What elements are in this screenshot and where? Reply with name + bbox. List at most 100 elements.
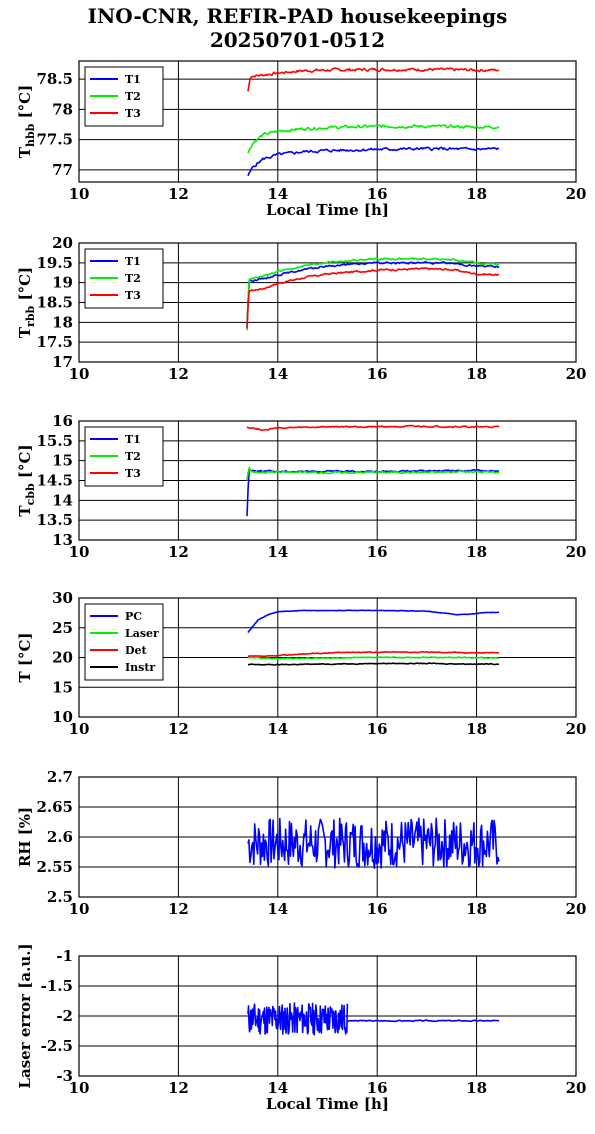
x-tick-label: 14 — [267, 900, 288, 918]
legend-label: T2 — [125, 450, 141, 463]
x-tick-label: 18 — [466, 900, 487, 918]
y-tick-label: 25 — [52, 619, 73, 637]
x-tick-label: 16 — [367, 1079, 388, 1097]
x-tick-label: 20 — [566, 185, 587, 203]
series-line-data — [347, 1019, 500, 1023]
plot-frame — [78, 955, 577, 1077]
y-tick-label: 2.65 — [36, 798, 73, 816]
plot-frame — [78, 776, 577, 898]
series-line-t2 — [246, 257, 500, 331]
y-tick-label: 78 — [52, 100, 73, 118]
y-axis-label: Tcbb [°C] — [16, 444, 37, 516]
y-axis-label: Laser error [a.u.] — [16, 943, 34, 1088]
y-tick-label: 14.5 — [36, 472, 73, 490]
x-axis-label: Local Time [h] — [266, 201, 389, 219]
y-tick-label: 2.6 — [47, 828, 73, 846]
y-tick-label: 10 — [52, 708, 73, 726]
plot-frame — [78, 597, 577, 718]
chart-title-line1: INO-CNR, REFIR-PAD housekeepings — [87, 4, 508, 28]
chart-panel-4: 10 12 14 16 18 20 10 15 20 25 30 T [°C] PC Laser Det In… — [16, 589, 586, 738]
y-tick-label: 18.5 — [36, 294, 73, 312]
x-tick-label: 12 — [168, 720, 189, 738]
legend-label: T1 — [125, 433, 141, 446]
x-tick-label: 10 — [69, 900, 90, 918]
x-tick-label: 14 — [267, 365, 288, 383]
y-tick-label: 16 — [52, 412, 73, 430]
y-tick-label: 77 — [52, 161, 73, 179]
y-tick-label: -1.5 — [41, 977, 73, 995]
y-tick-label: 30 — [52, 589, 73, 607]
x-tick-label: 12 — [168, 185, 189, 203]
y-axis-label: T [°C] — [16, 632, 34, 682]
x-tick-label: 14 — [267, 720, 288, 738]
y-tick-label: -1 — [56, 947, 73, 965]
x-tick-label: 14 — [267, 185, 288, 203]
series-line-det — [247, 650, 500, 658]
series-line-laser — [247, 656, 499, 660]
legend-label: T2 — [125, 272, 141, 285]
y-tick-label: -2 — [56, 1007, 73, 1025]
plot-frame — [78, 242, 577, 363]
legend-label: Laser — [125, 627, 159, 640]
x-tick-label: 12 — [168, 1079, 189, 1097]
legend-label: T3 — [125, 107, 141, 120]
y-tick-label: 19.5 — [36, 254, 73, 272]
series-line-instr — [248, 662, 500, 666]
series-line-data — [247, 1002, 349, 1036]
x-tick-label: 18 — [466, 365, 487, 383]
chart-title-line2: 20250701-0512 — [209, 28, 386, 52]
series-line-t1 — [246, 468, 500, 517]
x-tick-label: 20 — [566, 900, 587, 918]
x-tick-label: 14 — [267, 543, 288, 561]
series-line-t3 — [247, 67, 500, 92]
x-tick-label: 16 — [367, 720, 388, 738]
y-tick-label: 20 — [52, 234, 73, 252]
x-tick-label: 10 — [69, 543, 90, 561]
legend-label: Det — [125, 644, 148, 657]
series-line-t3 — [246, 267, 500, 329]
x-tick-label: 14 — [267, 1079, 288, 1097]
y-tick-label: 15.5 — [36, 432, 73, 450]
y-axis-label: Trbb [°C] — [16, 267, 37, 338]
y-tick-label: 2.55 — [36, 858, 73, 876]
y-tick-label: 15 — [52, 678, 73, 696]
legend-label: PC — [125, 610, 142, 623]
legend: PC Laser Det Instr — [84, 603, 164, 681]
x-tick-label: 18 — [466, 543, 487, 561]
plot-frame — [78, 60, 577, 183]
legend-label: T1 — [125, 73, 141, 86]
legend-label: T3 — [125, 289, 141, 302]
legend-label: Instr — [125, 661, 155, 674]
x-tick-label: 12 — [168, 365, 189, 383]
x-axis-label: Local Time [h] — [266, 1095, 389, 1113]
x-tick-label: 10 — [69, 1079, 90, 1097]
x-tick-label: 12 — [168, 543, 189, 561]
y-tick-label: 15 — [52, 452, 73, 470]
legend: T1 T2 T3 — [84, 426, 164, 487]
x-tick-label: 20 — [566, 543, 587, 561]
y-axis-label: Thbb [°C] — [16, 85, 37, 158]
series-line-t2 — [247, 124, 500, 154]
legend-label: T3 — [125, 467, 141, 480]
legend: T1 T2 T3 — [84, 248, 164, 309]
x-tick-label: 16 — [367, 543, 388, 561]
y-tick-label: 13 — [52, 531, 73, 549]
x-tick-label: 16 — [367, 900, 388, 918]
x-tick-label: 18 — [466, 1079, 487, 1097]
y-axis-label: RH [%] — [16, 807, 34, 867]
series-line-t2 — [246, 466, 500, 481]
x-tick-label: 20 — [566, 1079, 587, 1097]
x-tick-label: 16 — [367, 365, 388, 383]
x-tick-label: 20 — [566, 365, 587, 383]
x-tick-label: 10 — [69, 720, 90, 738]
legend-label: T1 — [125, 255, 141, 268]
series-line-t1 — [246, 260, 500, 327]
x-tick-label: 10 — [69, 185, 90, 203]
plot-frame — [78, 420, 577, 541]
chart-panel-6: 10 12 14 16 18 20 -3 -2.5 -2 -1.5 -1 Laser error [a… — [16, 943, 586, 1113]
x-tick-label: 16 — [367, 185, 388, 203]
y-tick-label: 77.5 — [36, 131, 73, 149]
